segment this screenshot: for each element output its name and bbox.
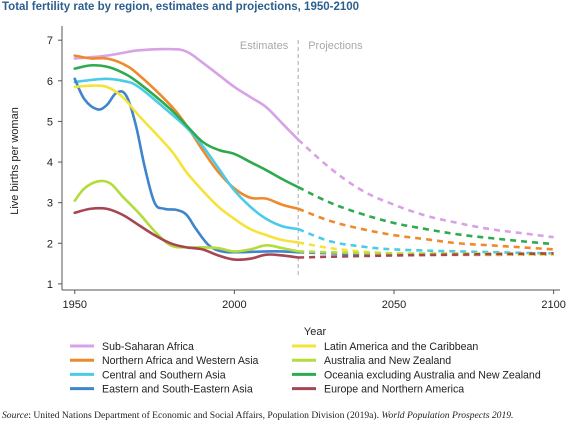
- legend-label: Australia and New Zealand: [324, 355, 451, 367]
- y-tick-label: 4: [47, 157, 53, 169]
- legend-entry: Eastern and South-Eastern Asia: [70, 384, 253, 396]
- y-axis-label: Live births per woman: [9, 107, 21, 215]
- source-label: Source: [2, 410, 29, 421]
- legend-entry: Europe and Northern America: [292, 384, 464, 396]
- legend-entry: Australia and New Zealand: [292, 355, 451, 367]
- x-tick-label: 2000: [222, 299, 246, 311]
- source-publication: World Population Prospects 2019.: [381, 410, 514, 421]
- series-oceania-excluding-australia-and-new-zealand-estimate: [73, 63, 300, 189]
- y-tick-label: 1: [47, 279, 53, 291]
- series-australia-and-new-zealand-estimate: [73, 179, 300, 253]
- y-tick-label: 5: [47, 116, 53, 128]
- y-tick-label: 2: [47, 238, 53, 250]
- legend-label: Eastern and South-Eastern Asia: [102, 384, 253, 396]
- source-text: : United Nations Department of Economic …: [28, 410, 382, 421]
- legend-label: Sub-Saharan Africa: [102, 341, 194, 353]
- series-sub-saharan-africa-estimate: [73, 47, 300, 142]
- y-tick-label: 3: [47, 198, 53, 210]
- series-australia-and-new-zealand-projection: [298, 250, 554, 255]
- x-axis-label: Year: [304, 326, 327, 338]
- legend-entry: Central and Southern Asia: [70, 369, 226, 381]
- source-note: Source: United Nations Department of Eco…: [2, 410, 513, 421]
- legend-entry: Latin America and the Caribbean: [292, 341, 478, 353]
- y-tick-label: 7: [47, 35, 53, 47]
- legend-entry: Oceania excluding Australia and New Zeal…: [292, 369, 541, 381]
- x-tick-label: 2050: [382, 299, 406, 311]
- y-tick-label: 6: [47, 76, 53, 88]
- series-central-and-southern-asia-estimate: [73, 77, 300, 231]
- chart-title: Total fertility rate by region, estimate…: [2, 1, 360, 13]
- legend-entry: Northern Africa and Western Asia: [70, 355, 259, 367]
- legend-label: Europe and Northern America: [324, 384, 464, 396]
- legend-label: Oceania excluding Australia and New Zeal…: [324, 369, 541, 381]
- legend-entry: Sub-Saharan Africa: [70, 341, 194, 353]
- series-latin-america-and-the-caribbean-estimate: [73, 84, 300, 244]
- series-oceania-excluding-australia-and-new-zealand-projection: [297, 186, 554, 246]
- x-tick-label: 2100: [541, 299, 565, 311]
- estimates-label: Estimates: [240, 40, 289, 52]
- x-tick-label: 1950: [63, 299, 87, 311]
- series-europe-and-northern-america-estimate: [73, 206, 300, 262]
- fertility-chart: 1 2 3 4 5 6 7 1950 2000 2050 2100 Live births per w…: [9, 26, 566, 396]
- legend-label: Latin America and the Caribbean: [324, 341, 478, 353]
- series-sub-saharan-africa-projection: [297, 138, 554, 239]
- legend-label: Central and Southern Asia: [102, 369, 226, 381]
- projections-label: Projections: [308, 40, 363, 52]
- series-europe-and-northern-america-projection: [298, 252, 554, 259]
- legend-label: Northern Africa and Western Asia: [102, 355, 259, 367]
